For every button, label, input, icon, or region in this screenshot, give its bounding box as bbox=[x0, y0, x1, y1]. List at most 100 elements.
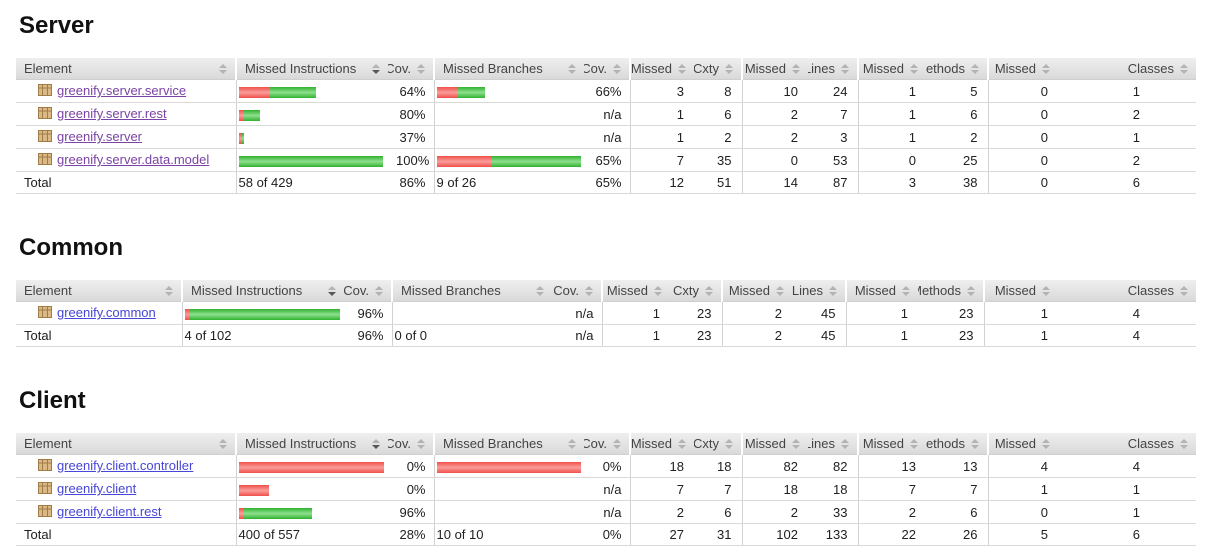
column-header[interactable]: Missed bbox=[601, 280, 670, 302]
sort-icon bbox=[613, 63, 621, 74]
column-label: Classes bbox=[1127, 61, 1174, 76]
column-header[interactable]: Missed Instructions bbox=[235, 58, 388, 80]
column-header[interactable]: Methods bbox=[918, 280, 984, 302]
counter-cell: 1 bbox=[845, 324, 918, 347]
column-header[interactable]: Classes bbox=[1058, 58, 1196, 80]
counter-cell: 6 bbox=[694, 102, 742, 126]
counter-cell: 6 bbox=[694, 500, 742, 524]
column-header[interactable]: Cov. bbox=[552, 280, 602, 302]
package-link[interactable]: greenify.server.data.model bbox=[57, 152, 210, 167]
column-header[interactable]: Missed bbox=[987, 58, 1058, 80]
column-header[interactable]: Cxty bbox=[694, 58, 742, 80]
total-branches-cell: 0 of 0 bbox=[391, 324, 552, 347]
coverage-bar-cell bbox=[181, 301, 344, 325]
counter-cell: 5 bbox=[987, 523, 1058, 546]
column-header[interactable]: Element bbox=[16, 433, 236, 455]
sort-icon bbox=[1180, 285, 1188, 296]
column-label: Cxty bbox=[694, 436, 719, 451]
column-header[interactable]: Element bbox=[16, 58, 236, 80]
counter-cell: 23 bbox=[918, 324, 984, 347]
counter-cell: 2 bbox=[1058, 148, 1196, 172]
column-header[interactable]: Missed bbox=[741, 433, 808, 455]
column-header[interactable]: Missed Instructions bbox=[181, 280, 344, 302]
column-header[interactable]: Missed Branches bbox=[433, 433, 584, 455]
counter-cell: 22 bbox=[857, 523, 926, 546]
counter-cell: 1 bbox=[857, 125, 926, 149]
column-header[interactable]: Missed Instructions bbox=[235, 433, 388, 455]
column-header[interactable]: Missed bbox=[629, 433, 694, 455]
column-header[interactable]: Cov. bbox=[584, 58, 630, 80]
column-label: Classes bbox=[1127, 436, 1174, 451]
column-header[interactable]: Missed Branches bbox=[391, 280, 552, 302]
sort-icon bbox=[705, 285, 713, 296]
column-header[interactable]: Lines bbox=[808, 58, 858, 80]
column-header[interactable]: Methods bbox=[926, 58, 988, 80]
covered-bar-segment bbox=[456, 86, 485, 98]
sort-icon bbox=[417, 63, 425, 74]
column-label: Cxty bbox=[694, 61, 719, 76]
column-header[interactable]: Cov. bbox=[388, 58, 434, 80]
column-header[interactable]: Cov. bbox=[388, 433, 434, 455]
column-header[interactable]: Lines bbox=[792, 280, 846, 302]
counter-cell: 25 bbox=[926, 148, 988, 172]
sort-icon bbox=[841, 438, 849, 449]
counter-cell: 8 bbox=[694, 79, 742, 103]
coverage-bar-cell bbox=[235, 125, 388, 149]
package-link[interactable]: greenify.client.rest bbox=[57, 504, 162, 519]
column-header[interactable]: Missed bbox=[845, 280, 918, 302]
coverage-report: Server Element Missed Instructions Cov. Miss… bbox=[16, 12, 1212, 546]
sort-icon bbox=[678, 63, 686, 74]
package-icon bbox=[38, 482, 52, 497]
column-header[interactable]: Missed bbox=[987, 433, 1058, 455]
column-header[interactable]: Missed bbox=[857, 433, 926, 455]
counter-cell: 2 bbox=[694, 125, 742, 149]
column-header[interactable]: Classes bbox=[1058, 433, 1196, 455]
column-header[interactable]: Methods bbox=[926, 433, 988, 455]
column-header[interactable]: Classes bbox=[1058, 280, 1196, 302]
package-link[interactable]: greenify.server bbox=[57, 129, 143, 144]
column-header[interactable]: Element bbox=[16, 280, 182, 302]
counter-cell: 7 bbox=[857, 477, 926, 501]
total-branches-cell: 9 of 26 bbox=[433, 171, 584, 194]
column-header[interactable]: Cov. bbox=[584, 433, 630, 455]
column-header[interactable]: Missed bbox=[629, 58, 694, 80]
column-label: Classes bbox=[1127, 283, 1174, 298]
package-link[interactable]: greenify.client.controller bbox=[57, 458, 194, 473]
covered-bar-segment bbox=[241, 132, 244, 144]
element-cell: greenify.server.data.model bbox=[16, 148, 236, 172]
package-link[interactable]: greenify.server.service bbox=[57, 83, 187, 98]
coverage-bar bbox=[436, 461, 581, 473]
column-header[interactable]: Missed bbox=[857, 58, 926, 80]
coverage-bar-cell bbox=[433, 102, 584, 126]
package-link[interactable]: greenify.client bbox=[57, 481, 137, 496]
column-label: Missed bbox=[994, 283, 1036, 298]
section: Server Element Missed Instructions Cov. Miss… bbox=[16, 12, 1212, 194]
total-instructions-cell: 400 of 557 bbox=[235, 523, 388, 546]
coverage-bar bbox=[238, 461, 384, 473]
counter-cell: 18 bbox=[808, 477, 858, 501]
column-header[interactable]: Cxty bbox=[694, 433, 742, 455]
column-header[interactable]: Missed bbox=[741, 58, 808, 80]
column-header[interactable]: Cov. bbox=[344, 280, 392, 302]
column-header[interactable]: Lines bbox=[808, 433, 858, 455]
column-header[interactable]: Missed bbox=[983, 280, 1058, 302]
column-header[interactable]: Cxty bbox=[670, 280, 722, 302]
coverage-percent-cell: 64% bbox=[388, 79, 434, 103]
coverage-bar bbox=[238, 484, 269, 496]
missed-bar-segment bbox=[238, 461, 384, 473]
package-link[interactable]: greenify.common bbox=[57, 305, 156, 320]
package-link[interactable]: greenify.server.rest bbox=[57, 106, 167, 121]
counter-cell: 2 bbox=[857, 500, 926, 524]
counter-cell: 23 bbox=[918, 301, 984, 325]
counter-cell: 2 bbox=[741, 102, 808, 126]
table-row: greenify.server 37% n/a 1 2 2 3 1 2 0 1 bbox=[16, 125, 1196, 149]
column-header[interactable]: Missed bbox=[721, 280, 792, 302]
coverage-bar bbox=[238, 132, 244, 144]
column-label: Methods bbox=[926, 61, 965, 76]
column-header[interactable]: Missed Branches bbox=[433, 58, 584, 80]
coverage-bar-cell bbox=[235, 148, 388, 172]
coverage-percent-cell: 96% bbox=[344, 324, 392, 347]
total-row: Total 4 of 102 96% 0 of 0 n/a 1 23 2 45 1 23 1 4 bbox=[16, 324, 1196, 347]
counter-cell: 2 bbox=[629, 500, 694, 524]
element-cell: greenify.server bbox=[16, 125, 236, 149]
